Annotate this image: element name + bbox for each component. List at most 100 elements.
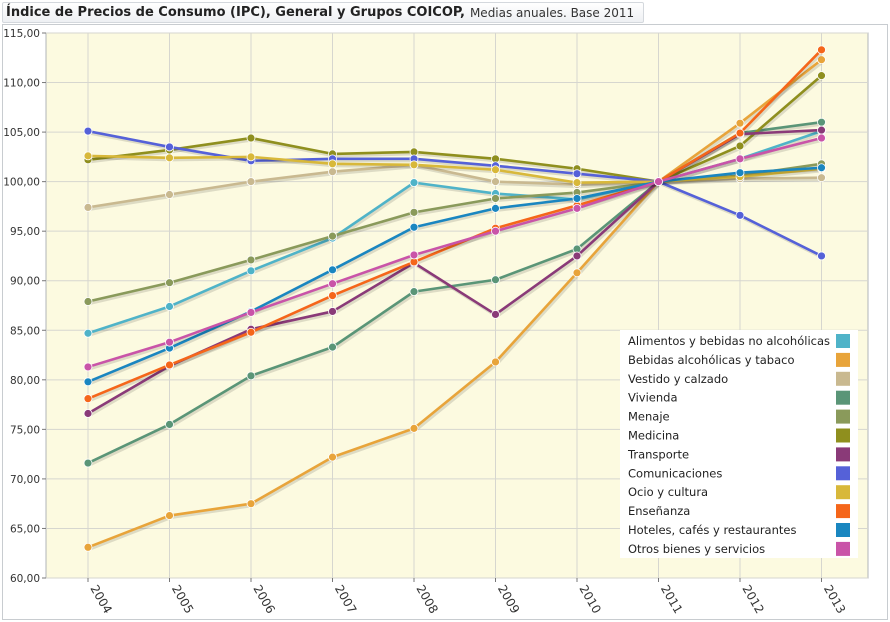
series-11 xyxy=(83,163,826,387)
data-point[interactable] xyxy=(491,275,500,285)
data-point[interactable] xyxy=(409,222,419,232)
legend-swatch[interactable] xyxy=(836,371,850,386)
data-point[interactable] xyxy=(165,511,174,520)
legend-box xyxy=(620,330,858,558)
data-point[interactable] xyxy=(246,255,256,265)
data-point[interactable] xyxy=(817,173,826,183)
legend-swatch[interactable] xyxy=(836,447,850,462)
data-point[interactable] xyxy=(83,542,93,552)
data-point[interactable] xyxy=(409,207,419,217)
data-point[interactable] xyxy=(328,291,337,300)
data-point[interactable] xyxy=(165,337,174,347)
data-point[interactable] xyxy=(817,133,826,143)
data-point[interactable] xyxy=(572,203,582,213)
data-point[interactable] xyxy=(165,190,174,199)
data-point[interactable] xyxy=(572,169,582,179)
data-point[interactable] xyxy=(165,278,174,288)
data-point[interactable] xyxy=(328,279,337,289)
data-point[interactable] xyxy=(165,420,174,429)
data-point[interactable] xyxy=(246,266,256,276)
data-point[interactable] xyxy=(409,287,419,297)
data-point[interactable] xyxy=(246,152,256,162)
data-point[interactable] xyxy=(328,265,337,275)
series-line-shadow xyxy=(88,168,824,386)
data-point[interactable] xyxy=(165,302,174,311)
data-point[interactable] xyxy=(654,177,663,187)
data-point[interactable] xyxy=(491,194,500,203)
data-point[interactable] xyxy=(735,128,745,138)
data-point[interactable] xyxy=(735,118,745,128)
data-point[interactable] xyxy=(83,362,93,372)
data-point[interactable] xyxy=(246,371,256,381)
legend-swatch[interactable] xyxy=(836,334,850,348)
series-line xyxy=(87,48,823,400)
data-point[interactable] xyxy=(409,160,419,170)
y-tick-label: 110,00 xyxy=(3,78,40,90)
data-point[interactable] xyxy=(246,308,256,317)
data-point[interactable] xyxy=(817,117,826,127)
data-point[interactable] xyxy=(246,133,256,143)
data-point[interactable] xyxy=(572,194,582,203)
series-line-shadow xyxy=(89,156,824,187)
series-line xyxy=(87,136,822,369)
x-tick-label: 2007 xyxy=(332,583,359,616)
chart-title: Índice de Precios de Consumo (IPC), Gene… xyxy=(6,5,465,20)
data-point[interactable] xyxy=(491,165,500,175)
data-point[interactable] xyxy=(817,71,826,81)
data-point[interactable] xyxy=(83,151,93,161)
y-tick-label: 85,00 xyxy=(10,325,40,337)
data-point[interactable] xyxy=(817,55,826,65)
legend-swatch[interactable] xyxy=(836,485,850,500)
data-point[interactable] xyxy=(83,394,93,404)
data-point[interactable] xyxy=(165,360,174,370)
data-point[interactable] xyxy=(735,141,745,151)
data-point[interactable] xyxy=(817,251,826,261)
data-point[interactable] xyxy=(491,310,500,319)
data-point[interactable] xyxy=(83,409,93,418)
series-line xyxy=(87,154,822,184)
legend-swatch[interactable] xyxy=(836,466,850,481)
data-point[interactable] xyxy=(328,342,337,352)
data-point[interactable] xyxy=(491,177,500,187)
legend-swatch[interactable] xyxy=(836,390,850,405)
data-point[interactable] xyxy=(572,268,582,278)
data-point[interactable] xyxy=(817,125,826,135)
data-point[interactable] xyxy=(165,142,174,152)
data-point[interactable] xyxy=(328,231,337,241)
data-point[interactable] xyxy=(817,163,826,173)
data-point[interactable] xyxy=(246,327,256,337)
data-point[interactable] xyxy=(328,167,337,177)
data-point[interactable] xyxy=(572,178,582,188)
data-point[interactable] xyxy=(246,177,256,187)
data-point[interactable] xyxy=(817,45,826,55)
data-point[interactable] xyxy=(328,159,337,169)
data-point[interactable] xyxy=(491,357,500,367)
legend-swatch[interactable] xyxy=(836,352,850,367)
data-point[interactable] xyxy=(328,307,337,316)
legend-swatch[interactable] xyxy=(836,523,850,537)
data-point[interactable] xyxy=(328,452,337,462)
data-point[interactable] xyxy=(409,250,419,260)
series-line-shadow xyxy=(89,131,824,337)
data-point[interactable] xyxy=(735,154,745,164)
series-line xyxy=(87,58,823,549)
legend-swatch[interactable] xyxy=(836,504,850,519)
data-point[interactable] xyxy=(246,499,256,509)
data-point[interactable] xyxy=(491,226,500,236)
data-point[interactable] xyxy=(83,377,93,387)
data-point[interactable] xyxy=(491,203,500,213)
data-point[interactable] xyxy=(572,251,582,261)
data-point[interactable] xyxy=(735,168,745,178)
data-point[interactable] xyxy=(83,328,93,338)
data-point[interactable] xyxy=(735,210,745,220)
legend-swatch[interactable] xyxy=(836,428,850,443)
data-point[interactable] xyxy=(83,126,93,136)
data-point[interactable] xyxy=(83,458,93,468)
legend-swatch[interactable] xyxy=(836,409,850,424)
legend-swatch[interactable] xyxy=(836,541,850,556)
data-point[interactable] xyxy=(409,423,419,433)
data-point[interactable] xyxy=(83,297,93,306)
data-point[interactable] xyxy=(83,202,93,212)
data-point[interactable] xyxy=(409,178,419,188)
data-point[interactable] xyxy=(165,153,174,163)
